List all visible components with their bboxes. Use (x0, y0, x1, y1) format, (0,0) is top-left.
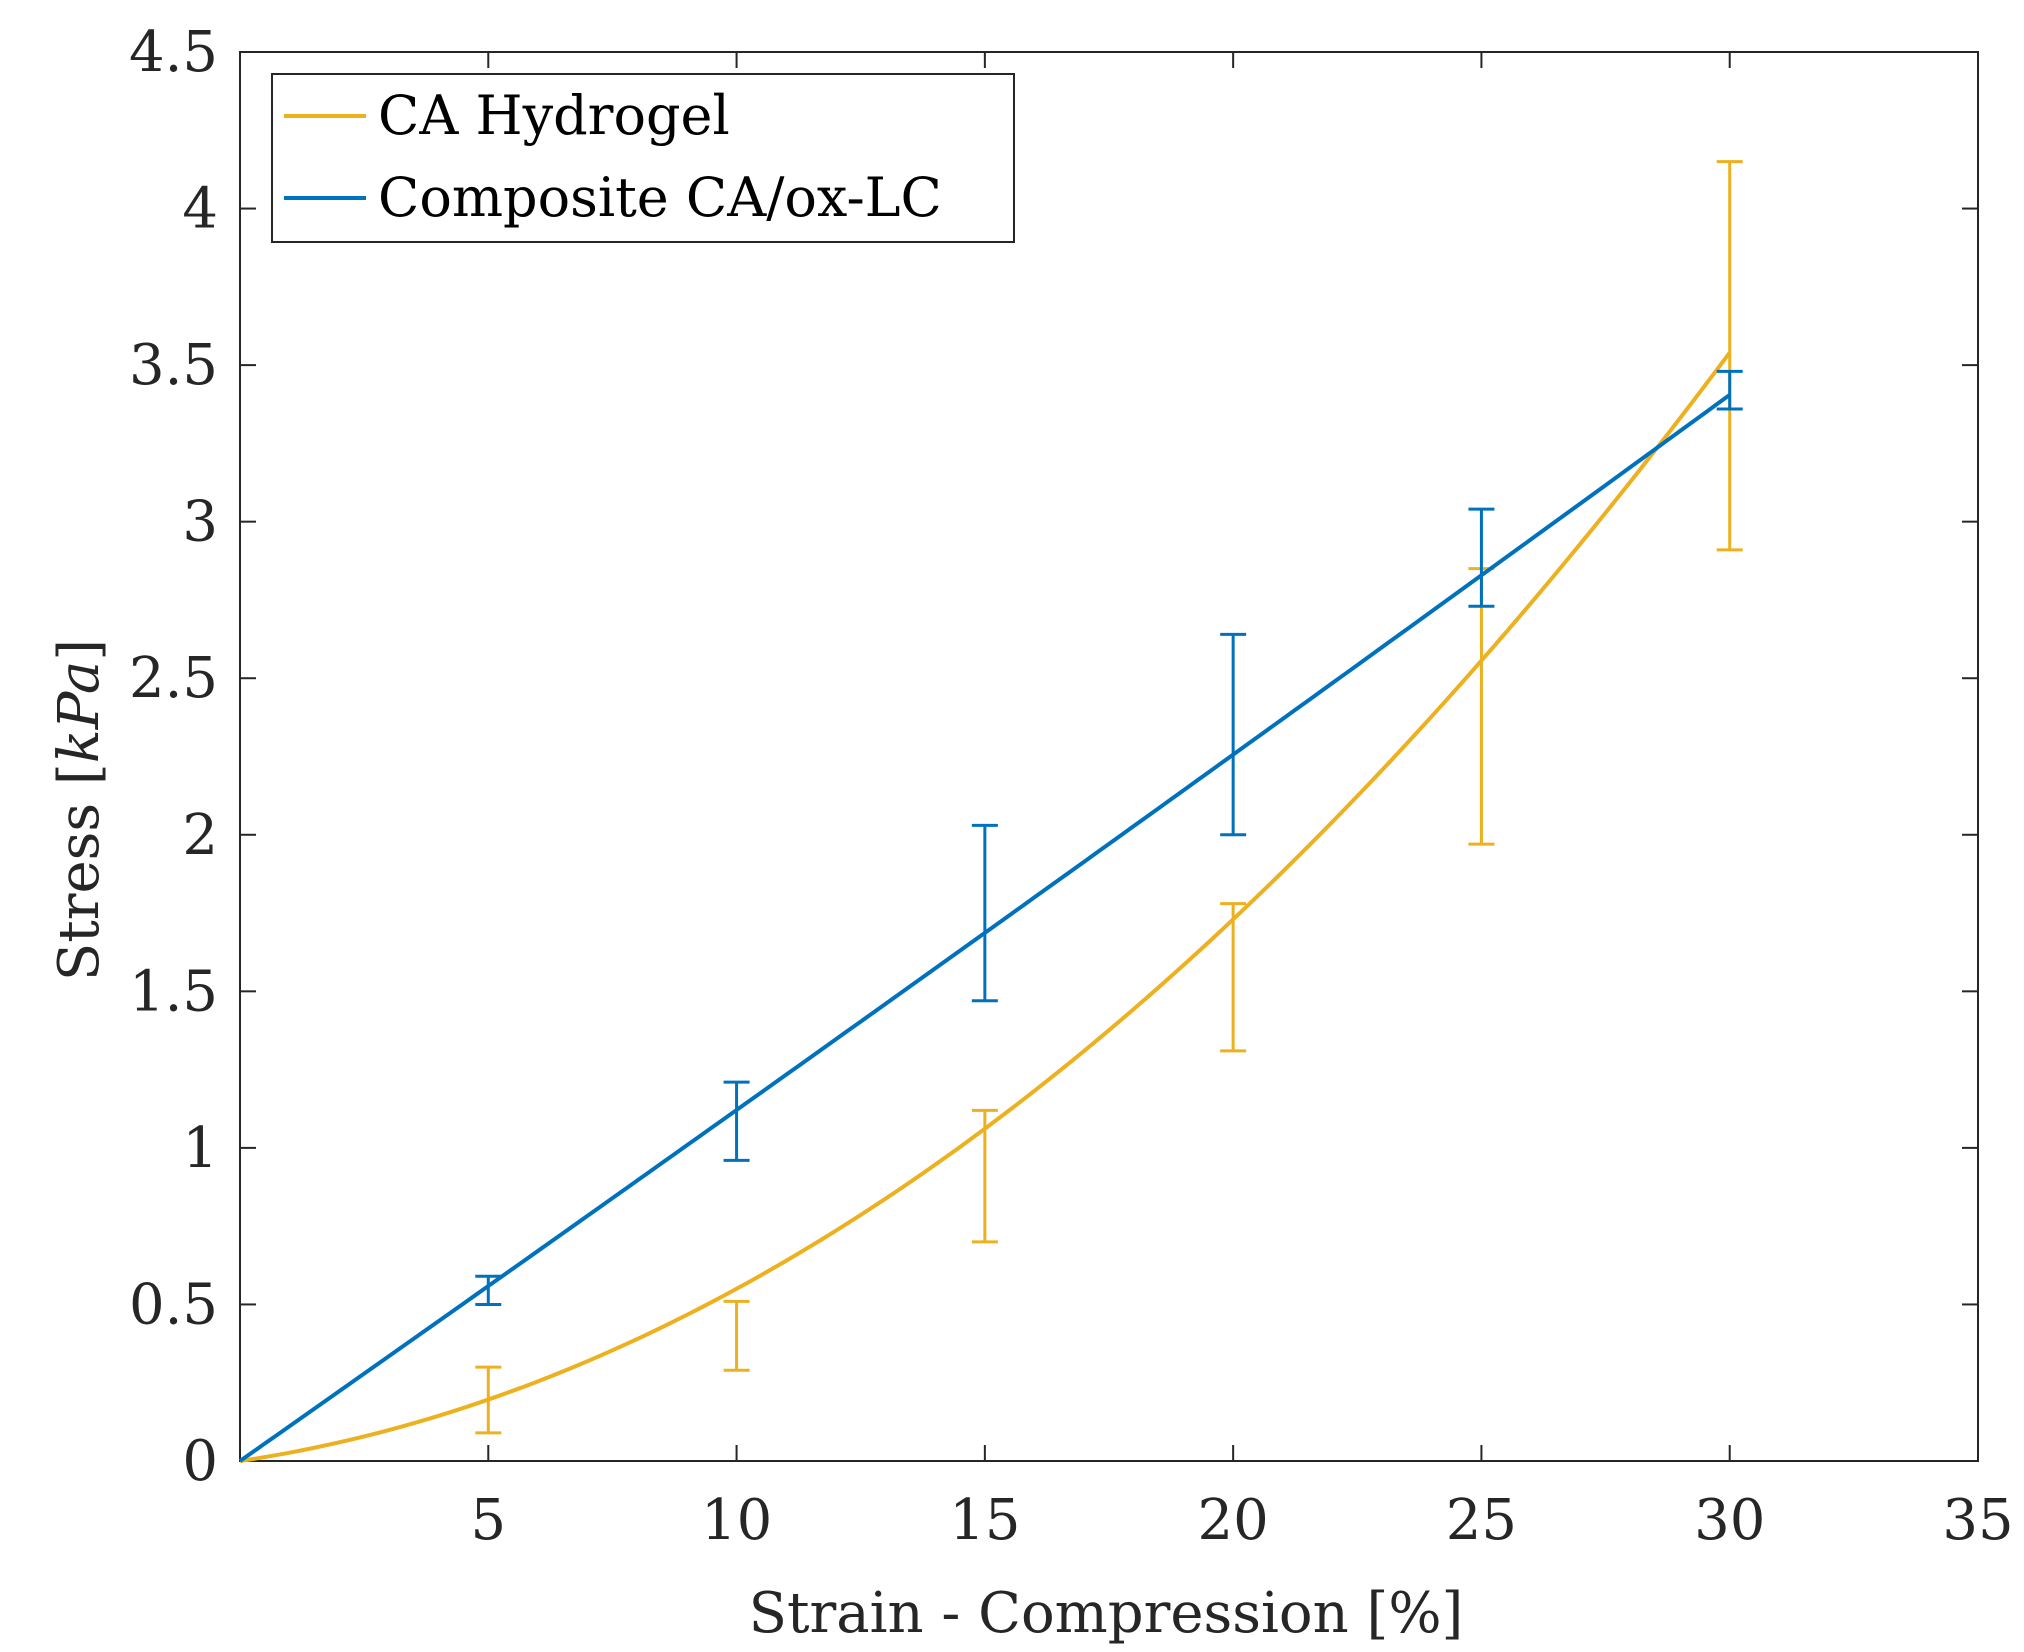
y-tick-label: 1.5 (129, 959, 218, 1024)
axes-box (239, 51, 1979, 1462)
x-tick-label: 25 (1446, 1488, 1517, 1553)
y-tick-label: 3 (182, 490, 218, 555)
series-ca-hydrogel (239, 160, 1743, 1463)
x-axis-title: Strain - Compression [%] (749, 1581, 1464, 1646)
x-tick-label: 5 (470, 1488, 506, 1553)
legend-label-composite: Composite CA/ox-LC (378, 166, 942, 229)
legend-box (271, 73, 1015, 243)
y-tick-label: 4.5 (129, 20, 218, 85)
x-tick-label: 35 (1942, 1488, 2013, 1553)
errorbar-ca-hydrogel (723, 1299, 750, 1372)
axes: 5 10 15 20 25 30 35 0 0.5 1 1.5 2 2.5 3 3.5 4 4.5 (129, 20, 2014, 1553)
errorbar-composite-ca-ox-lc (723, 1080, 750, 1162)
y-tick-label: 1 (182, 1116, 218, 1181)
errorbar-composite-ca-ox-lc (475, 1274, 502, 1306)
y-axis-title-prefix: Stress [ (47, 763, 112, 981)
series-composite-ca-ox-lc (238, 369, 1743, 1463)
y-tick-label: 2 (182, 803, 218, 868)
errorbar-ca-hydrogel (1220, 902, 1247, 1053)
errorbar-composite-ca-ox-lc (971, 823, 998, 1003)
x-tick-label: 20 (1198, 1488, 1269, 1553)
series-layer (238, 160, 1743, 1463)
y-axis-title: Stress [kPa] (47, 639, 112, 981)
y-tick-label: 3.5 (129, 333, 218, 398)
errorbar-composite-ca-ox-lc (1220, 632, 1247, 837)
y-tick-label: 0 (182, 1429, 218, 1494)
x-tick-label: 10 (701, 1488, 772, 1553)
x-tick-label: 30 (1694, 1488, 1765, 1553)
y-tick-label: 4 (182, 177, 218, 242)
errorbar-composite-ca-ox-lc (1468, 507, 1495, 608)
errorbar-composite-ca-ox-lc (1716, 369, 1743, 411)
errorbar-ca-hydrogel (475, 1365, 502, 1435)
x-tick-label: 15 (949, 1488, 1020, 1553)
y-axis-title-unit: kPa (47, 661, 112, 763)
legend: CA Hydrogel Composite CA/ox-LC (271, 73, 1015, 243)
y-tick-label: 2.5 (129, 646, 218, 711)
y-tick-label: 0.5 (129, 1272, 218, 1337)
errorbar-ca-hydrogel (971, 1108, 998, 1244)
errorbar-ca-hydrogel (1716, 160, 1743, 552)
legend-label-ca-hydrogel: CA Hydrogel (378, 84, 730, 147)
y-axis-title-suffix: ] (47, 639, 112, 661)
